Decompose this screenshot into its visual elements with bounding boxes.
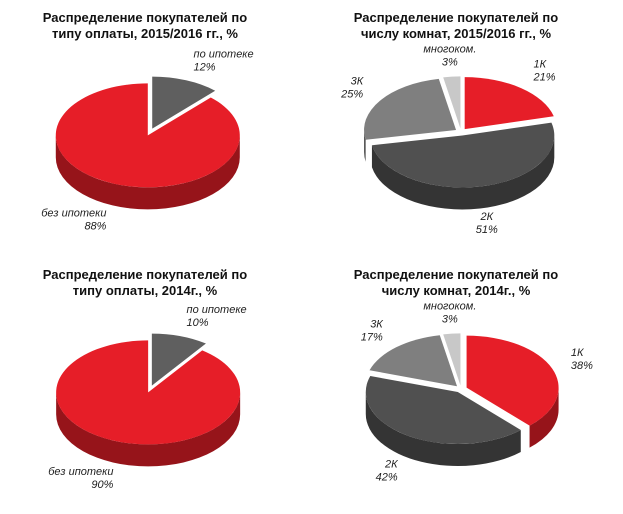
category-label: 3К xyxy=(351,76,364,88)
category-label: многоком. xyxy=(423,301,476,313)
slice-side xyxy=(371,135,555,210)
value-label: 10% xyxy=(187,317,209,329)
slice xyxy=(365,375,521,445)
slice xyxy=(55,83,240,188)
slice-side xyxy=(365,392,521,467)
value-label: 3% xyxy=(442,57,458,69)
value-label: 3% xyxy=(442,314,458,326)
slice xyxy=(369,335,458,387)
chart-title: Распределение покупателей по типу оплаты… xyxy=(42,10,248,41)
slice xyxy=(152,76,216,129)
slice-side xyxy=(364,129,366,162)
slice xyxy=(464,77,554,130)
slice xyxy=(443,333,461,386)
category-label: 2К xyxy=(384,458,398,470)
value-label: 21% xyxy=(532,72,555,84)
category-label: многоком. xyxy=(423,44,476,56)
category-label: без ипотеки xyxy=(41,208,106,220)
slice xyxy=(371,122,555,188)
slice-side xyxy=(56,392,241,467)
slice-side xyxy=(529,387,559,448)
slice-side xyxy=(55,135,240,210)
value-label: 25% xyxy=(340,89,363,101)
slice xyxy=(151,333,206,386)
category-label: 2К xyxy=(479,211,493,223)
slice xyxy=(466,335,559,426)
slice xyxy=(56,340,241,445)
value-label: 51% xyxy=(476,224,498,236)
value-label: 90% xyxy=(91,479,113,491)
category-label: по ипотеке xyxy=(194,48,254,60)
category-label: без ипотеки xyxy=(48,466,113,478)
value-label: 17% xyxy=(361,332,383,344)
slice xyxy=(364,78,457,140)
value-label: 12% xyxy=(194,61,216,73)
value-label: 42% xyxy=(376,471,398,483)
chart-title: Распределение покупателей по числу комна… xyxy=(353,267,559,298)
chart-title: Распределение покупателей по типу оплаты… xyxy=(42,267,248,298)
category-label: 1К xyxy=(533,59,546,71)
value-label: 88% xyxy=(84,221,106,233)
category-label: по ипотеке xyxy=(187,304,247,316)
category-label: 1К xyxy=(571,347,584,359)
chart-title: Распределение покупателей по числу комна… xyxy=(353,10,559,41)
category-label: 3К xyxy=(370,319,383,331)
value-label: 38% xyxy=(571,360,593,372)
slice xyxy=(443,76,461,129)
